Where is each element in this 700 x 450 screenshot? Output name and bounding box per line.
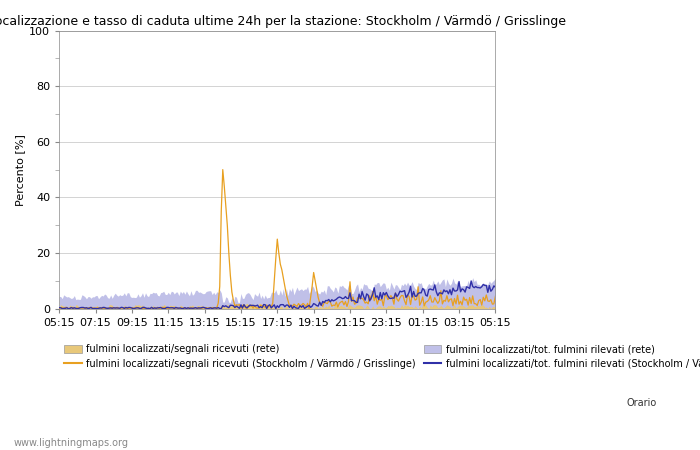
Legend: fulmini localizzati/segnali ricevuti (rete), fulmini localizzati/segnali ricevut: fulmini localizzati/segnali ricevuti (re…: [64, 344, 700, 369]
Text: Orario: Orario: [626, 398, 657, 408]
Y-axis label: Percento [%]: Percento [%]: [15, 134, 25, 206]
Text: www.lightningmaps.org: www.lightningmaps.org: [14, 438, 129, 448]
Title: Localizzazione e tasso di caduta ultime 24h per la stazione: Stockholm / Värmdö : Localizzazione e tasso di caduta ultime …: [0, 15, 566, 28]
